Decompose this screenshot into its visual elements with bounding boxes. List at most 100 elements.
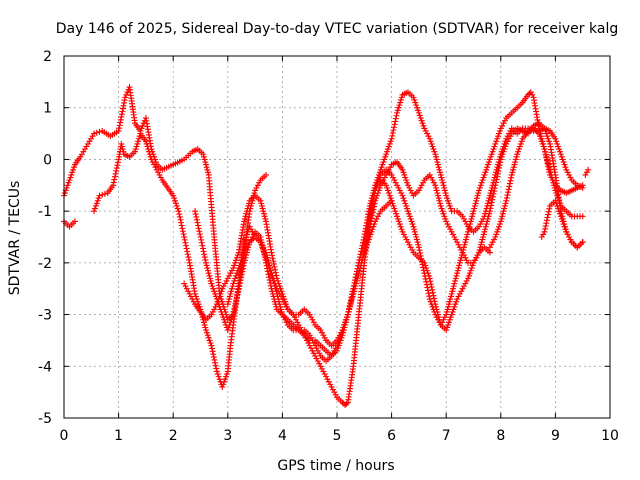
data-point (487, 205, 494, 212)
data-point (351, 285, 358, 292)
data-point (435, 314, 442, 321)
data-point (252, 187, 259, 194)
data-point (196, 228, 203, 235)
data-point (283, 303, 290, 310)
data-point (542, 151, 549, 158)
data-point (426, 135, 433, 142)
data-point (359, 242, 366, 249)
data-point (407, 244, 414, 251)
data-point (558, 153, 565, 160)
data-point (469, 210, 476, 217)
data-point (261, 213, 268, 220)
data-point (235, 285, 242, 292)
data-point (445, 200, 452, 207)
data-point (491, 188, 498, 195)
data-point (211, 306, 218, 313)
data-point (459, 285, 466, 292)
x-axis-label: GPS time / hours (277, 458, 394, 474)
data-point (432, 153, 439, 160)
data-point (209, 345, 216, 352)
data-point (310, 340, 317, 347)
data-point (239, 268, 246, 275)
data-point (243, 210, 250, 217)
data-point (211, 288, 218, 295)
data-point (502, 200, 509, 207)
data-point (494, 173, 501, 180)
data-point (231, 277, 238, 284)
data-point (190, 298, 197, 305)
data-point (194, 219, 201, 226)
data-point (138, 125, 145, 132)
data-point (178, 219, 185, 226)
data-point (428, 140, 435, 147)
data-point (230, 265, 237, 272)
data-point (271, 296, 278, 303)
data-point (435, 311, 442, 318)
data-point (438, 205, 445, 212)
data-point (373, 215, 380, 222)
data-point (427, 138, 434, 145)
data-point (475, 249, 482, 256)
x-tick-label: 0 (60, 428, 69, 444)
data-point (272, 269, 279, 276)
data-point (503, 194, 510, 201)
data-point (146, 151, 153, 158)
data-point (264, 268, 271, 275)
data-point (465, 228, 472, 235)
data-point (207, 340, 214, 347)
data-point (417, 184, 424, 191)
data-point (328, 383, 335, 390)
data-point (437, 171, 444, 178)
data-point (232, 257, 239, 264)
data-point (430, 179, 437, 186)
data-point (355, 270, 362, 277)
data-point (201, 156, 208, 163)
data-point (562, 164, 569, 171)
data-point (242, 236, 249, 243)
data-point (359, 257, 366, 264)
data-point (331, 389, 338, 396)
x-tick-label: 5 (333, 428, 342, 444)
data-point (396, 221, 403, 228)
data-point (381, 156, 388, 163)
data-point (358, 259, 365, 266)
data-point (444, 221, 451, 228)
data-point (425, 290, 432, 297)
data-point (182, 283, 189, 290)
data-point (357, 251, 364, 258)
data-point (435, 195, 442, 202)
data-point (560, 159, 567, 166)
data-point (450, 231, 457, 238)
data-point (367, 217, 374, 224)
data-point (192, 293, 199, 300)
data-point (199, 245, 206, 252)
data-point (473, 195, 480, 202)
data-point (447, 314, 454, 321)
data-point (367, 205, 374, 212)
data-point (567, 174, 574, 181)
data-point (491, 143, 498, 150)
data-point (466, 270, 473, 277)
data-point (308, 314, 315, 321)
data-point (441, 314, 448, 321)
data-point (432, 301, 439, 308)
data-point (242, 213, 249, 220)
data-point (559, 156, 566, 163)
data-point (211, 356, 218, 363)
data-point (389, 129, 396, 136)
y-axis-label: SDTVAR / TECUs (7, 181, 23, 296)
data-point (238, 271, 245, 278)
data-point (242, 246, 249, 253)
data-point (193, 213, 200, 220)
data-point (443, 308, 450, 315)
data-point (210, 354, 217, 361)
data-point (358, 245, 365, 252)
data-point (544, 160, 551, 167)
data-point (462, 254, 469, 261)
data-point (505, 186, 512, 193)
data-point (379, 161, 386, 168)
data-point (471, 205, 478, 212)
data-point (145, 146, 152, 153)
data-point (504, 192, 511, 199)
data-point (489, 148, 496, 155)
